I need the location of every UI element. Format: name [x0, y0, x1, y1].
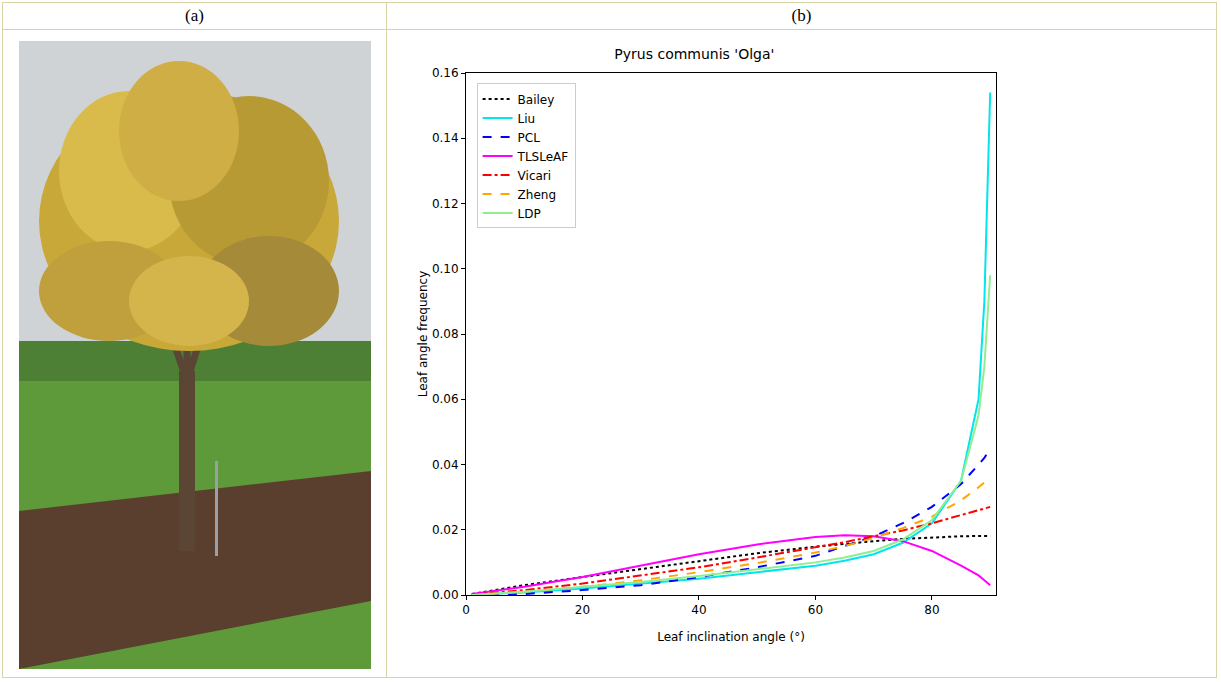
svg-text:0.06: 0.06	[432, 392, 459, 406]
svg-text:0.00: 0.00	[432, 588, 459, 602]
svg-text:Leaf angle frequency: Leaf angle frequency	[416, 271, 430, 398]
html-text:(b): (b)	[791, 6, 812, 25]
svg-text:0.14: 0.14	[432, 131, 459, 145]
svg-text:LDP: LDP	[518, 207, 541, 221]
svg-text:20: 20	[575, 603, 590, 617]
svg-text:TLSLeAF: TLSLeAF	[517, 150, 569, 164]
svg-text:60: 60	[808, 603, 823, 617]
svg-text:Zheng: Zheng	[518, 188, 556, 202]
svg-text:80: 80	[924, 603, 939, 617]
svg-text:0.02: 0.02	[432, 523, 459, 537]
svg-text:Pyrus communis 'Olga': Pyrus communis 'Olga'	[614, 46, 774, 62]
svg-text:0.10: 0.10	[432, 262, 459, 276]
svg-text:0.08: 0.08	[432, 327, 459, 341]
svg-text:Liu: Liu	[518, 112, 536, 126]
html-text:(a): (a)	[185, 6, 204, 25]
svg-text:0.12: 0.12	[432, 197, 459, 211]
svg-text:PCL: PCL	[518, 131, 541, 145]
svg-text:Vicari: Vicari	[518, 169, 552, 183]
svg-text:Leaf inclination angle (°): Leaf inclination angle (°)	[657, 630, 805, 644]
svg-text:0.16: 0.16	[432, 66, 459, 80]
svg-text:40: 40	[691, 603, 706, 617]
svg-text:0: 0	[462, 603, 470, 617]
svg-text:Bailey: Bailey	[518, 93, 555, 107]
svg-text:0.04: 0.04	[432, 458, 459, 472]
